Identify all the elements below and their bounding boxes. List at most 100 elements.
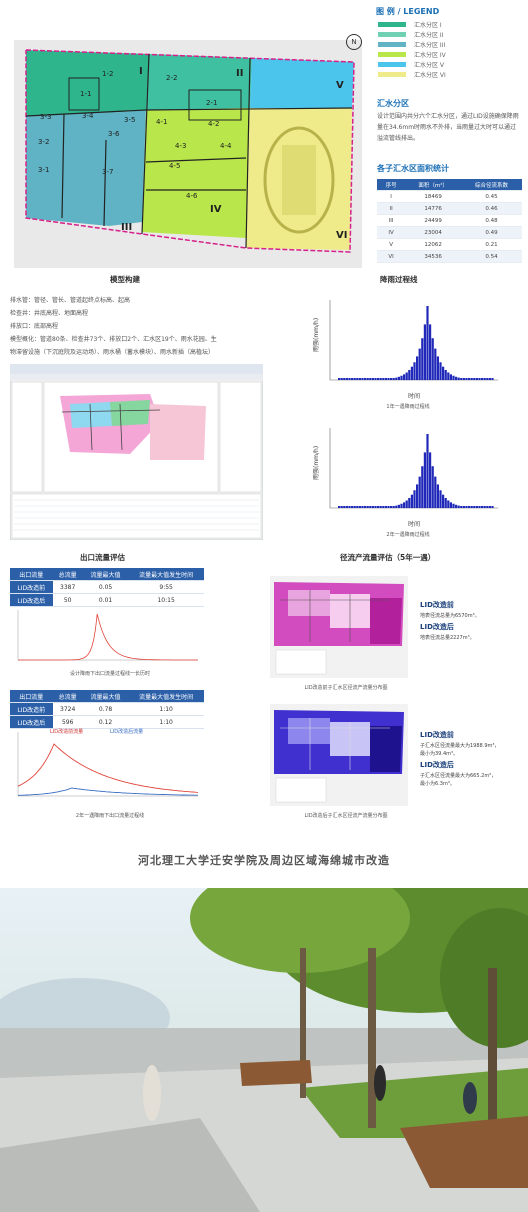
table-cell: 0.48 [461,214,522,227]
rain-bar [483,378,486,380]
rain-bar [400,503,403,508]
legend-swatch [378,72,406,77]
table-row: LID改造后 50 0.01 10:15 [10,593,204,607]
sub-label-4-2: 4-2 [208,120,220,128]
rain-bar [486,506,489,508]
sub-label-4-4: 4-4 [220,142,232,150]
sub-label-3-2: 3-2 [38,138,50,146]
rain-bar [481,378,484,380]
rain-bar [444,497,447,508]
runoff-a-before-text: 地表径流总量为6570m³。 [420,613,480,619]
model-software-screenshot [10,364,263,540]
table-cell: 0.49 [461,226,522,239]
rain-bar [486,378,489,380]
outlet-caption-1: 设计降雨下出口流量过程线一长历时 [69,671,150,677]
flow-line [18,787,198,796]
model-line: 检查井：井底高程、地面高程 [10,310,89,317]
zone-5-area [250,58,354,108]
zone-label-6: VI [336,230,348,241]
axis [17,610,198,661]
rain-bar [348,378,351,380]
legend-swatch [378,52,406,57]
table-row: II 14776 0.46 [377,202,522,215]
legend-label: 汇水分区 I [414,22,442,29]
rain-bar [374,378,377,380]
flow-line [17,743,199,793]
rain-bar [436,356,439,380]
rain-bar [397,504,400,508]
rain-bar [353,506,356,508]
area-col-index: 序号 [377,179,406,191]
table-cell: 14776 [405,202,462,215]
runoff-b-before-heading: LID改造前 [420,731,454,739]
rain-bar [340,506,343,508]
table-cell: 1:10 [128,702,204,716]
sub-label-2-2: 2-2 [166,74,178,82]
project-title: 河北理工大学迁安学院及周边区域海绵城市改造 [138,854,390,867]
rain-bar [408,497,411,508]
table-cell: III [377,214,406,227]
rain-bar [460,506,463,508]
outlet-title: 出口流量评估 [80,553,125,562]
rain-bar [447,372,450,380]
rain-bar [449,374,452,380]
rain-bar [405,372,408,380]
rain-bar [418,348,421,380]
area-col-area: 面积（m²） [405,179,462,191]
rain-ylabel: 雨强(mm/h) [313,446,320,480]
table-cell: 23004 [405,226,462,239]
sub-label-4-5: 4-5 [169,162,181,170]
model-title: 模型构建 [110,275,140,284]
rain-bar [343,506,346,508]
rain-bar [491,506,494,508]
rain-bar [356,378,359,380]
rain-bar [470,506,473,508]
rain-bar [481,506,484,508]
rain-bar [384,506,387,508]
table-cell: LID改造前 [10,580,53,594]
rain-bar [488,506,491,508]
table-row: V 12062 0.21 [377,238,522,251]
rain-bar [452,375,455,380]
legend-item: 汇水分区 VI [378,70,446,79]
table-cell: 0.45 [461,190,522,203]
table-cell: I [377,190,406,203]
area-stats-title: 各子汇水区面积统计 [377,164,449,173]
rain-bar [364,378,367,380]
table-row: I 18469 0.45 [377,190,522,203]
zone-label-2: II [236,68,244,79]
table-cell: LID改造后 [10,593,53,607]
rain-caption-1yr: 1年一遇降雨过程线 [386,404,430,410]
rain-bar [392,378,395,380]
sub-label-3-5: 3-5 [124,116,136,124]
rain-bar [377,506,380,508]
rain-bar [384,378,387,380]
rain-bar [462,378,465,380]
table-cell: 596 [52,715,83,729]
rain-bar [390,378,393,380]
table-cell: 3724 [52,702,83,716]
rain-chart-2yr: 雨强(mm/h) 时间 [313,428,498,528]
catchment-title: 汇水分区 [377,99,409,108]
rain-bar [468,378,471,380]
axis [17,732,198,797]
rain-bar [460,378,463,380]
table-cell: 0.54 [461,250,522,263]
rain-bar [483,506,486,508]
rain-bar [449,502,452,508]
rain-bar [403,374,406,380]
legend-item: 汇水分区 I [378,20,442,29]
rain-bar [447,500,450,508]
runoff-b-after-text2: 最小为6.3m³。 [420,781,455,787]
table-cell: LID改造后 [10,715,53,729]
sub-label-1-2: 1-2 [102,70,114,78]
rain-bar [369,378,372,380]
rain-xlabel: 时间 [408,392,420,400]
rain-bar [387,506,390,508]
rain-bar [395,505,398,508]
runoff-b-before-text2: 最小为39.4m³。 [420,751,459,757]
table-row: LID改造前 3387 0.05 9:55 [10,580,204,594]
rain-bar [379,506,382,508]
zone-1-area [26,50,149,116]
table-cell: II [377,202,406,215]
